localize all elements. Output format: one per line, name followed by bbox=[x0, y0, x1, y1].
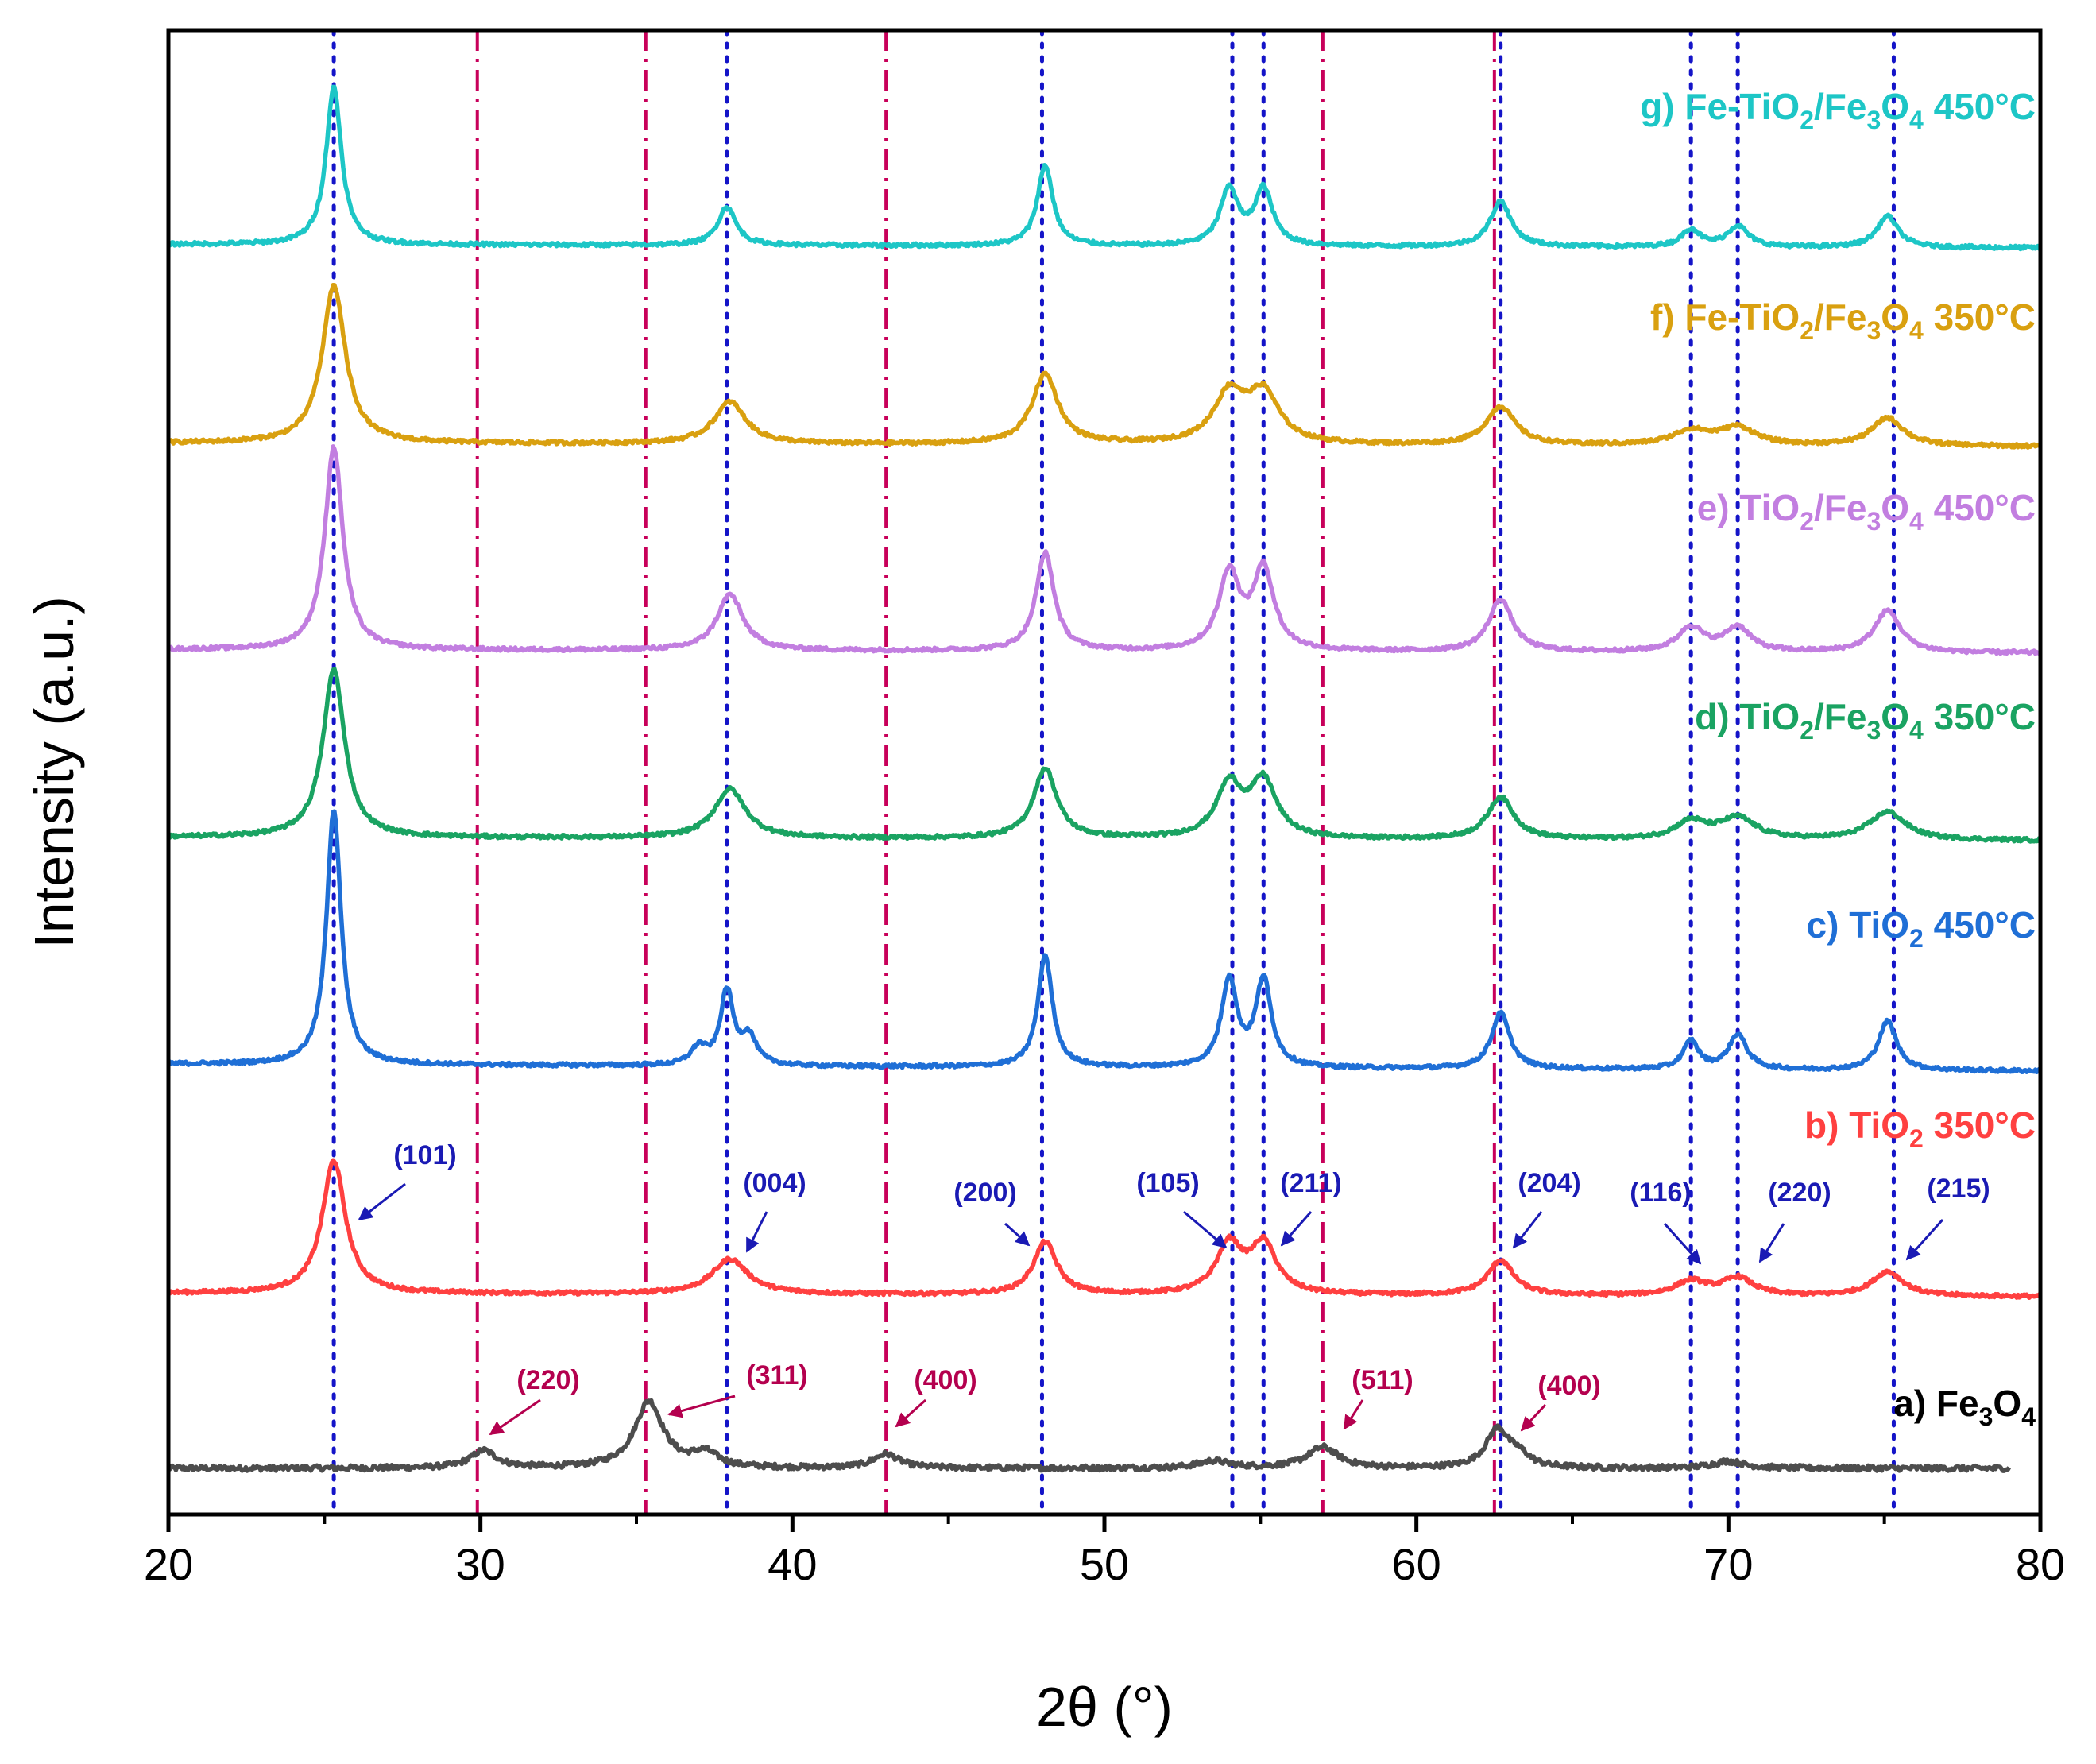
anatase-hkl-arrow bbox=[358, 1182, 406, 1221]
anatase-hkl-arrow bbox=[1183, 1210, 1228, 1249]
anatase-hkl-arrow bbox=[1758, 1223, 1785, 1263]
hkl-annotations: (101) (004) (200) (105) (211) (204) (116) (220)… bbox=[358, 1140, 1990, 1436]
series-curve-g bbox=[166, 84, 2043, 252]
anatase-hkl-arrow bbox=[1663, 1222, 1702, 1265]
series-label-b: b) TiO2 350°C bbox=[1804, 1104, 2036, 1153]
magnetite-hkl-label: (400) bbox=[914, 1365, 976, 1395]
anatase-hkl-label: (200) bbox=[953, 1178, 1016, 1208]
series-curve-c bbox=[166, 809, 2042, 1075]
magnetite-hkl-arrow bbox=[895, 1398, 926, 1428]
series-label-a: a) Fe3O4 bbox=[1893, 1383, 2036, 1431]
anatase-hkl-label: (211) bbox=[1280, 1168, 1342, 1198]
series-labels: a) Fe3O4 b) TiO2 350°C c) TiO2 450°C d) TiO… bbox=[1640, 86, 2036, 1431]
series-curve-b bbox=[167, 1158, 2042, 1301]
series-label-c: c) TiO2 450°C bbox=[1807, 904, 2036, 953]
x-ticks: 20 30 40 50 60 70 80 bbox=[144, 1514, 2065, 1589]
magnetite-hkl-arrow bbox=[667, 1395, 736, 1418]
x-tick-label: 40 bbox=[768, 1539, 817, 1589]
series-label-d: d) TiO2/Fe3O4 350°C bbox=[1695, 696, 2036, 745]
x-tick-label: 30 bbox=[456, 1539, 505, 1589]
series-curve-e bbox=[166, 444, 2042, 656]
anatase-hkl-label: (105) bbox=[1136, 1168, 1199, 1198]
x-tick-label: 70 bbox=[1703, 1539, 1753, 1589]
anatase-hkl-label: (004) bbox=[743, 1168, 806, 1198]
series-curve-f bbox=[167, 283, 2043, 450]
anatase-hkl-arrow bbox=[1512, 1211, 1543, 1249]
y-axis-title: Intensity (a.u.) bbox=[23, 596, 85, 949]
anatase-hkl-label: (220) bbox=[1768, 1178, 1831, 1208]
magnetite-hkl-arrow bbox=[489, 1398, 541, 1436]
series-curve-a bbox=[166, 1398, 2012, 1473]
magnetite-hkl-arrow bbox=[1343, 1399, 1364, 1430]
anatase-hkl-arrow bbox=[1004, 1222, 1031, 1247]
magnetite-hkl-label: (511) bbox=[1352, 1365, 1413, 1395]
anatase-hkl-arrow bbox=[745, 1211, 768, 1253]
x-tick-label: 60 bbox=[1392, 1539, 1441, 1589]
anatase-hkl-label: (215) bbox=[1927, 1174, 1990, 1204]
x-tick-label: 80 bbox=[2016, 1539, 2065, 1589]
magnetite-hkl-label: (400) bbox=[1537, 1371, 1600, 1401]
anatase-hkl-arrow bbox=[1280, 1211, 1313, 1247]
series-label-f: f) Fe-TiO2/Fe3O4 350°C bbox=[1650, 296, 2036, 345]
series-label-e: e) TiO2/Fe3O4 450°C bbox=[1697, 487, 2036, 536]
anatase-hkl-label: (101) bbox=[393, 1140, 456, 1170]
magnetite-hkl-arrow bbox=[1520, 1403, 1547, 1432]
series-curve-d bbox=[167, 667, 2042, 844]
axes: 20 30 40 50 60 70 80 2θ (°) Intensity (a.u.) bbox=[23, 28, 2065, 1738]
anatase-hkl-label: (204) bbox=[1518, 1168, 1580, 1198]
x-axis-title: 2θ (°) bbox=[1036, 1676, 1173, 1738]
x-tick-label: 20 bbox=[144, 1539, 193, 1589]
diffraction-curves bbox=[166, 84, 2043, 1473]
magnetite-hkl-label: (220) bbox=[516, 1365, 579, 1395]
x-tick-label: 50 bbox=[1080, 1539, 1129, 1589]
anatase-hkl-arrow bbox=[1905, 1218, 1944, 1261]
magnetite-hkl-label: (311) bbox=[746, 1360, 808, 1391]
series-label-g: g) Fe-TiO2/Fe3O4 450°C bbox=[1640, 86, 2036, 134]
anatase-hkl-label: (116) bbox=[1630, 1178, 1692, 1208]
